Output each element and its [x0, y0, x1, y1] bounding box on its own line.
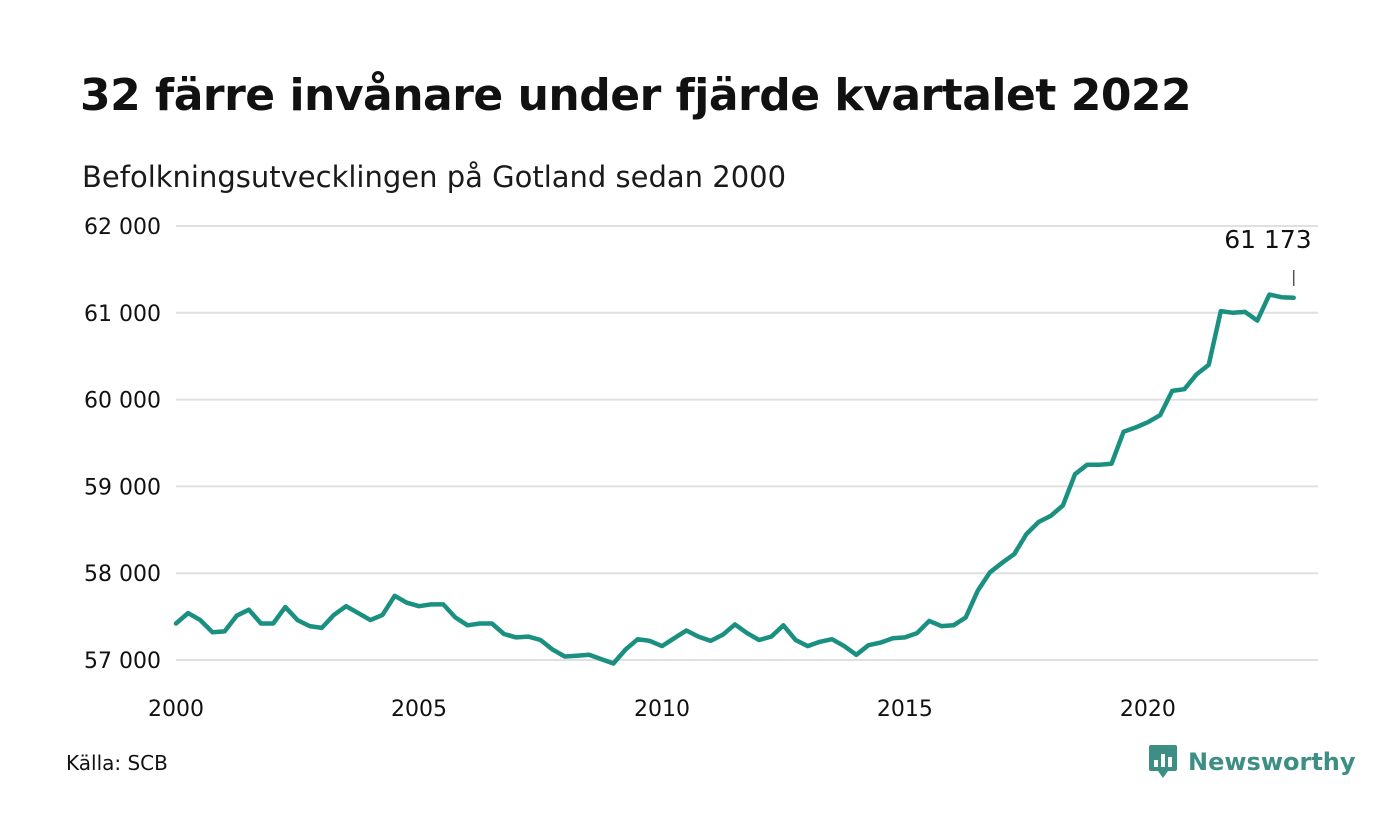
x-tick-label: 2015 [877, 697, 933, 722]
last-value-label: 61 173 [1224, 225, 1311, 254]
series-layer [173, 292, 1296, 666]
x-tick-label: 2000 [148, 697, 204, 722]
series-line [173, 292, 1296, 666]
gridlines [176, 225, 1318, 661]
y-tick-label: 59 000 [84, 475, 161, 500]
newsworthy-chart-bubble-icon [1149, 745, 1177, 778]
y-tick-label: 62 000 [84, 215, 161, 240]
y-tick-label: 61 000 [84, 302, 161, 327]
x-tick-label: 2020 [1120, 697, 1176, 722]
chart-title: 32 färre invånare under fjärde kvartalet… [80, 70, 1192, 121]
y-tick-label: 60 000 [84, 389, 161, 414]
y-tick-label: 57 000 [84, 649, 161, 674]
x-tick-label: 2005 [391, 697, 447, 722]
annotation-layer: 61 173 [1224, 225, 1312, 286]
brand-logo: Newsworthy [1148, 744, 1356, 780]
chart-subtitle: Befolkningsutvecklingen på Gotland sedan… [82, 160, 787, 194]
brand-name: Newsworthy [1188, 748, 1356, 776]
x-tick-label: 2010 [634, 697, 690, 722]
x-axis-tick-labels: 2000 2005 2010 2015 2020 [148, 697, 1176, 722]
y-axis-tick-labels: 57 000 58 000 59 000 60 000 61 000 62 000 [84, 215, 161, 674]
source-note: Källa: SCB [66, 751, 168, 775]
y-tick-label: 58 000 [84, 562, 161, 587]
